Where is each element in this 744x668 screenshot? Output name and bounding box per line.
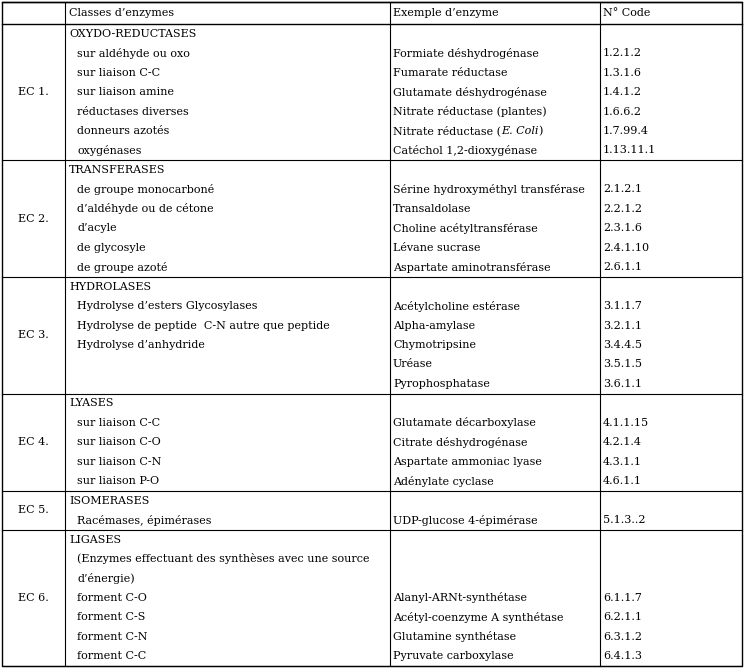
Text: Aspartate ammoniac lyase: Aspartate ammoniac lyase — [393, 457, 542, 467]
Text: 3.6.1.1: 3.6.1.1 — [603, 379, 642, 389]
Text: 2.2.1.2: 2.2.1.2 — [603, 204, 642, 214]
Text: sur liaison amine: sur liaison amine — [77, 87, 174, 97]
Text: forment C-N: forment C-N — [77, 632, 147, 642]
Text: Nitrate réductase (: Nitrate réductase ( — [393, 126, 501, 136]
Text: 3.1.1.7: 3.1.1.7 — [603, 301, 642, 311]
Text: sur liaison C-C: sur liaison C-C — [77, 67, 160, 77]
Text: TRANSFERASES: TRANSFERASES — [69, 165, 165, 175]
Text: 4.6.1.1: 4.6.1.1 — [603, 476, 642, 486]
Text: Lévane sucrase: Lévane sucrase — [393, 242, 481, 253]
Text: 3.4.4.5: 3.4.4.5 — [603, 340, 642, 350]
Text: d’acyle: d’acyle — [77, 223, 117, 233]
Text: 1.6.6.2: 1.6.6.2 — [603, 106, 642, 116]
Text: de groupe azoté: de groupe azoté — [77, 262, 167, 273]
Text: 6.2.1.1: 6.2.1.1 — [603, 613, 642, 623]
Text: d’énergie): d’énergie) — [77, 573, 135, 584]
Text: 1.7.99.4: 1.7.99.4 — [603, 126, 649, 136]
Text: Acétyl-coenzyme A synthétase: Acétyl-coenzyme A synthétase — [393, 612, 563, 623]
Text: d’aldéhyde ou de cétone: d’aldéhyde ou de cétone — [77, 203, 214, 214]
Text: Choline acétyltransférase: Choline acétyltransférase — [393, 222, 538, 234]
Text: Exemple d’enzyme: Exemple d’enzyme — [393, 8, 498, 18]
Text: 3.5.1.5: 3.5.1.5 — [603, 359, 642, 369]
Text: ): ) — [539, 126, 543, 136]
Text: E. Coli: E. Coli — [501, 126, 539, 136]
Text: EC 4.: EC 4. — [18, 438, 49, 448]
Text: 2.6.1.1: 2.6.1.1 — [603, 262, 642, 272]
Text: Glutamine synthétase: Glutamine synthétase — [393, 631, 516, 643]
Text: ISOMERASES: ISOMERASES — [69, 496, 150, 506]
Text: 6.3.1.2: 6.3.1.2 — [603, 632, 642, 642]
Text: 2.1.2.1: 2.1.2.1 — [603, 184, 642, 194]
Text: 1.3.1.6: 1.3.1.6 — [603, 67, 642, 77]
Text: Alanyl-ARNt-synthétase: Alanyl-ARNt-synthétase — [393, 593, 527, 603]
Text: EC 3.: EC 3. — [18, 330, 49, 340]
Text: Glutamate déshydrogénase: Glutamate déshydrogénase — [393, 87, 547, 98]
Text: Chymotripsine: Chymotripsine — [393, 340, 476, 350]
Text: sur liaison C-O: sur liaison C-O — [77, 438, 161, 448]
Text: 3.2.1.1: 3.2.1.1 — [603, 321, 642, 331]
Text: EC 5.: EC 5. — [18, 506, 49, 516]
Text: Racémases, épimérases: Racémases, épimérases — [77, 514, 211, 526]
Text: donneurs azotés: donneurs azotés — [77, 126, 170, 136]
Text: (Enzymes effectuant des synthèses avec une source: (Enzymes effectuant des synthèses avec u… — [77, 554, 370, 564]
Text: Acétylcholine estérase: Acétylcholine estérase — [393, 301, 520, 311]
Text: forment C-S: forment C-S — [77, 613, 145, 623]
Text: HYDROLASES: HYDROLASES — [69, 282, 151, 292]
Text: 1.2.1.2: 1.2.1.2 — [603, 48, 642, 58]
Text: 4.2.1.4: 4.2.1.4 — [603, 438, 642, 448]
Text: LYASES: LYASES — [69, 398, 114, 408]
Text: OXYDO-REDUCTASES: OXYDO-REDUCTASES — [69, 29, 196, 39]
Text: Citrate déshydrogénase: Citrate déshydrogénase — [393, 437, 527, 448]
Text: sur liaison P-O: sur liaison P-O — [77, 476, 159, 486]
Text: Sérine hydroxyméthyl transférase: Sérine hydroxyméthyl transférase — [393, 184, 585, 195]
Text: Nitrate réductase (plantes): Nitrate réductase (plantes) — [393, 106, 547, 117]
Text: 4.1.1.15: 4.1.1.15 — [603, 418, 649, 428]
Text: 2.4.1.10: 2.4.1.10 — [603, 242, 649, 253]
Text: 6.4.1.3: 6.4.1.3 — [603, 651, 642, 661]
Text: de glycosyle: de glycosyle — [77, 242, 146, 253]
Text: Pyruvate carboxylase: Pyruvate carboxylase — [393, 651, 513, 661]
Text: forment C-C: forment C-C — [77, 651, 147, 661]
Text: Hydrolyse d’anhydride: Hydrolyse d’anhydride — [77, 340, 205, 350]
Text: UDP-glucose 4-épimérase: UDP-glucose 4-épimérase — [393, 514, 538, 526]
Text: EC 1.: EC 1. — [18, 87, 49, 97]
Text: Classes d’enzymes: Classes d’enzymes — [69, 8, 174, 18]
Text: 5.1.3..2: 5.1.3..2 — [603, 515, 646, 525]
Text: réductases diverses: réductases diverses — [77, 106, 189, 116]
Text: Fumarate réductase: Fumarate réductase — [393, 67, 507, 77]
Text: Adénylate cyclase: Adénylate cyclase — [393, 476, 494, 487]
Text: sur liaison C-C: sur liaison C-C — [77, 418, 160, 428]
Text: sur liaison C-N: sur liaison C-N — [77, 457, 161, 467]
Text: Alpha-amylase: Alpha-amylase — [393, 321, 475, 331]
Text: 6.1.1.7: 6.1.1.7 — [603, 593, 642, 603]
Text: N° Code: N° Code — [603, 8, 650, 18]
Text: Pyrophosphatase: Pyrophosphatase — [393, 379, 490, 389]
Text: Hydrolyse d’esters Glycosylases: Hydrolyse d’esters Glycosylases — [77, 301, 257, 311]
Text: de groupe monocarboné: de groupe monocarboné — [77, 184, 214, 195]
Text: Aspartate aminotransférase: Aspartate aminotransférase — [393, 262, 551, 273]
Text: 1.4.1.2: 1.4.1.2 — [603, 87, 642, 97]
Text: Transaldolase: Transaldolase — [393, 204, 472, 214]
Text: sur aldéhyde ou oxo: sur aldéhyde ou oxo — [77, 47, 190, 59]
Text: 4.3.1.1: 4.3.1.1 — [603, 457, 642, 467]
Text: EC 6.: EC 6. — [18, 593, 49, 603]
Text: 2.3.1.6: 2.3.1.6 — [603, 223, 642, 233]
Text: forment C-O: forment C-O — [77, 593, 147, 603]
Text: Hydrolyse de peptide  C-N autre que peptide: Hydrolyse de peptide C-N autre que pepti… — [77, 321, 330, 331]
Text: EC 2.: EC 2. — [18, 214, 49, 224]
Text: LIGASES: LIGASES — [69, 534, 121, 544]
Text: oxygénases: oxygénases — [77, 145, 141, 156]
Text: Catéchol 1,2-dioxygénase: Catéchol 1,2-dioxygénase — [393, 145, 537, 156]
Text: Formiate déshydrogénase: Formiate déshydrogénase — [393, 47, 539, 59]
Text: Uréase: Uréase — [393, 359, 433, 369]
Text: 1.13.11.1: 1.13.11.1 — [603, 146, 656, 156]
Text: Glutamate décarboxylase: Glutamate décarboxylase — [393, 418, 536, 428]
